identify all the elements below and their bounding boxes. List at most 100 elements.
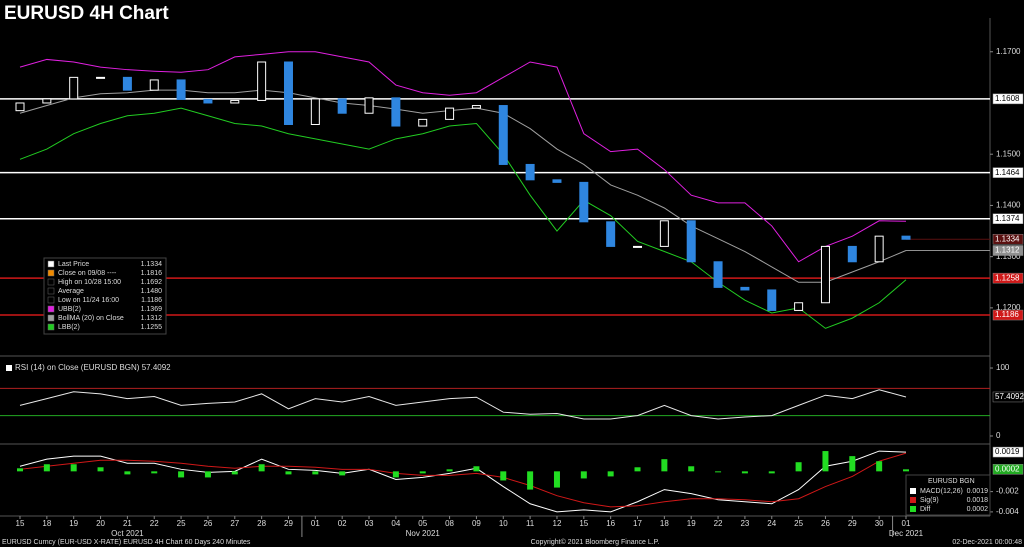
candle-body [606, 221, 616, 247]
legend-value: 0.0018 [967, 497, 989, 504]
footer-right: 02-Dec-2021 00:00:48 [952, 539, 1022, 546]
value-box [992, 309, 1024, 321]
x-tick-label: 18 [660, 519, 669, 528]
diff-bar [473, 466, 480, 472]
diff-bar [500, 471, 507, 481]
x-tick-label: 28 [257, 519, 266, 528]
x-tick-label: 26 [203, 519, 212, 528]
value-box-label: 1.1334 [995, 234, 1020, 243]
candle-body [69, 76, 79, 100]
candle-body [847, 245, 857, 263]
value-box [992, 213, 1024, 224]
diff-bar [876, 461, 883, 472]
legend-value: 1.1186 [141, 297, 162, 304]
diff-bar [419, 471, 426, 474]
candle-body [230, 99, 240, 104]
band-line [19, 51, 907, 263]
diff-bar [339, 471, 346, 476]
diff-bar [634, 467, 641, 472]
candle-body [15, 102, 25, 112]
legend-box [43, 257, 167, 335]
legend-name: UBB(2) [58, 306, 81, 313]
band-line [19, 107, 907, 329]
value-box [992, 272, 1024, 284]
x-tick-label: 22 [714, 519, 723, 528]
legend-swatch [910, 497, 916, 503]
diff-bar [43, 464, 50, 472]
diff-bar [258, 464, 265, 472]
diff-bar [795, 462, 802, 472]
candle-body [203, 98, 213, 104]
x-tick-label: 17 [633, 519, 642, 528]
diff-bar [312, 471, 319, 475]
legend-swatch [47, 269, 55, 277]
legend-value: 1.1816 [141, 270, 163, 277]
y-tick-label: -0.002 [996, 487, 1019, 496]
candle-body [122, 76, 132, 91]
diff-bar [97, 467, 104, 472]
value-box [992, 464, 1024, 475]
rsi-line [19, 389, 907, 420]
x-tick-label: 19 [69, 519, 78, 528]
legend-name: Average [58, 288, 84, 295]
candle-body [445, 107, 455, 120]
legend-value: 1.1692 [141, 279, 163, 286]
candle-body [42, 98, 52, 104]
diff-bar [124, 471, 131, 475]
x-tick-label: 08 [445, 519, 454, 528]
diff-bar [392, 471, 399, 478]
legend-swatch [47, 278, 55, 286]
footer-left: EURUSD Curncy (EUR-USD X-RATE) EURUSD 4H… [2, 539, 251, 546]
legend-name: LBB(2) [58, 324, 80, 331]
candle-body [740, 286, 750, 291]
diff-bar [446, 469, 453, 472]
y-tick-label: 100 [996, 363, 1010, 372]
legend-name: MACD(12,26) [920, 488, 963, 495]
diff-bar [715, 471, 722, 473]
x-tick-label: 01 [311, 519, 320, 528]
chart-title: EURUSD 4H Chart [4, 3, 169, 24]
x-tick-label: 23 [740, 519, 749, 528]
x-tick-label: 27 [230, 519, 239, 528]
candle-body [418, 118, 428, 127]
x-tick-label: 20 [96, 519, 105, 528]
x-tick-label: 04 [391, 519, 400, 528]
x-tick-label: 19 [687, 519, 696, 528]
legend-value: 1.1255 [141, 324, 163, 331]
candle-body [686, 220, 696, 263]
value-box-label: 1.1312 [995, 246, 1020, 255]
legend-value: 1.1480 [141, 288, 163, 295]
legend-value: 1.1334 [141, 261, 163, 268]
legend-swatch [6, 365, 12, 371]
diff-bar [17, 468, 23, 472]
y-tick-label: 1.1300 [996, 252, 1021, 261]
legend-swatch [47, 323, 55, 331]
value-box [992, 446, 1024, 458]
candle-body [525, 163, 535, 181]
legend-name: High on 10/28 15:00 [58, 279, 121, 286]
panel-title: RSI (14) on Close (EURUSD BGN) 57.4092 [15, 363, 171, 372]
legend-name: Sig(9) [920, 497, 939, 504]
candle-body [96, 76, 106, 79]
legend-value: 0.0019 [967, 488, 989, 495]
diff-bar [903, 469, 909, 472]
value-box-label: 1.1186 [995, 310, 1019, 319]
candle-body [391, 97, 401, 127]
y-tick-label: 1.1200 [996, 303, 1021, 312]
x-tick-label: 09 [472, 519, 481, 528]
candle-body [901, 235, 911, 240]
diff-bar [204, 471, 211, 478]
value-box-label: 0.0002 [995, 464, 1020, 473]
diff-bar [553, 471, 560, 488]
candle-body [337, 98, 347, 114]
x-tick-label: 29 [284, 519, 293, 528]
value-box [992, 245, 1024, 256]
candle-body [471, 105, 481, 109]
candle-body [794, 302, 804, 311]
candle-body [659, 220, 669, 247]
diff-bar [688, 466, 695, 472]
legend-swatch [47, 260, 55, 268]
candle-body [498, 105, 508, 165]
legend-name: Last Price [58, 261, 89, 268]
